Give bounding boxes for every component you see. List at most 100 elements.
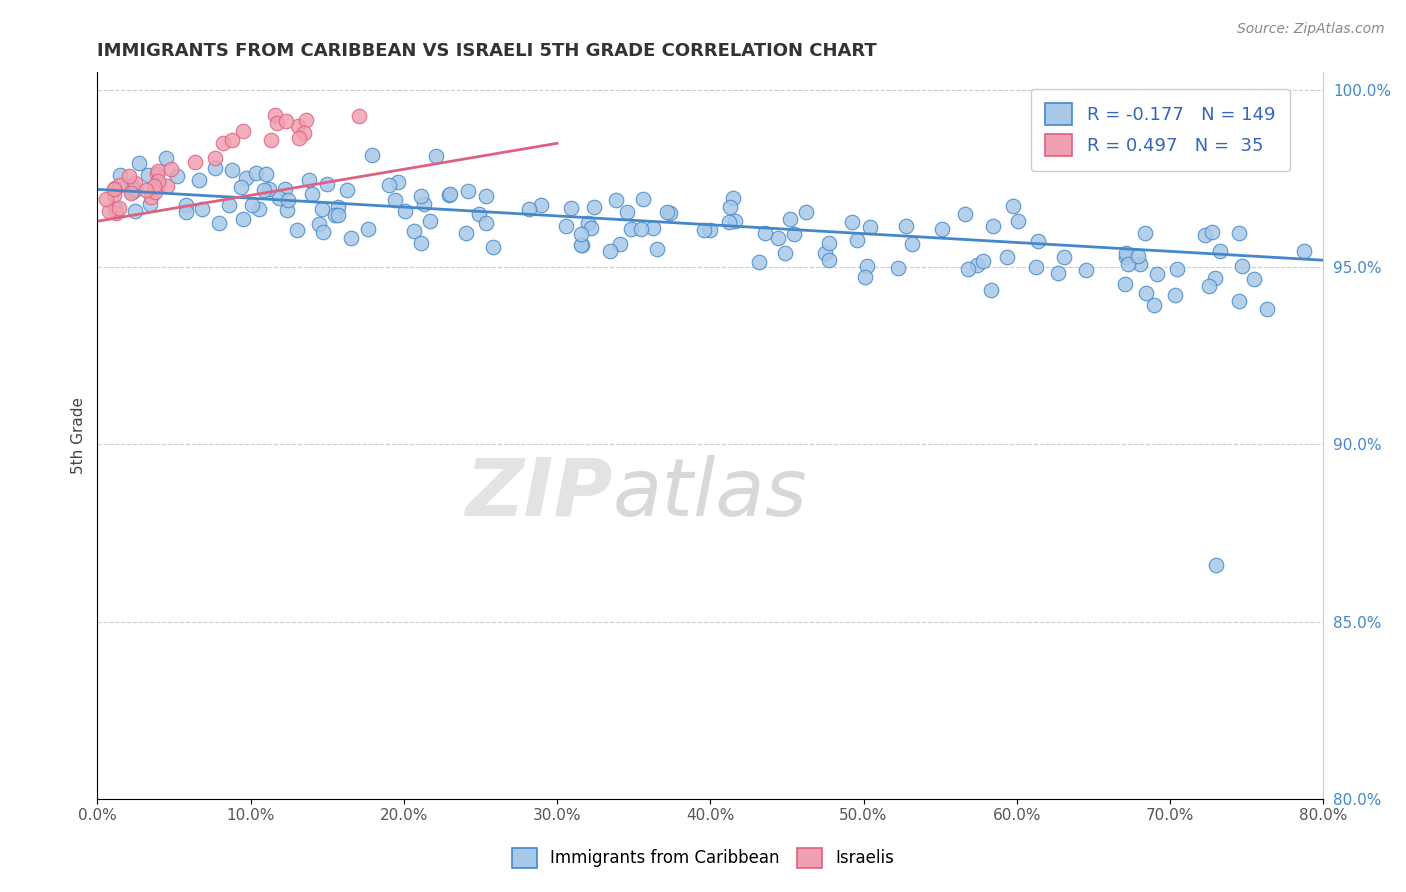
Point — [139, 189, 162, 203]
Point — [124, 176, 146, 190]
Point — [1129, 257, 1152, 271]
Point — [1028, 234, 1050, 248]
Point — [124, 184, 146, 198]
Point — [1007, 214, 1029, 228]
Point — [645, 242, 668, 256]
Point — [143, 185, 166, 199]
Point — [576, 216, 599, 230]
Point — [292, 126, 315, 140]
Point — [1227, 226, 1250, 240]
Text: IMMIGRANTS FROM CARIBBEAN VS ISRAELI 5TH GRADE CORRELATION CHART: IMMIGRANTS FROM CARIBBEAN VS ISRAELI 5TH… — [97, 42, 877, 60]
Point — [121, 185, 143, 199]
Point — [160, 161, 183, 176]
Point — [643, 221, 665, 235]
Point — [349, 109, 371, 123]
Point — [1046, 266, 1069, 280]
Point — [98, 203, 121, 218]
Point — [104, 180, 127, 194]
Point — [768, 231, 790, 245]
Point — [723, 191, 745, 205]
Point — [184, 155, 207, 169]
Point — [931, 222, 953, 236]
Point — [1115, 246, 1137, 260]
Point — [404, 224, 426, 238]
Point — [232, 124, 254, 138]
Point — [856, 259, 879, 273]
Point — [693, 223, 716, 237]
Legend: R = -0.177   N = 149, R = 0.497   N =  35: R = -0.177 N = 149, R = 0.497 N = 35 — [1031, 88, 1289, 170]
Point — [846, 233, 869, 247]
Point — [901, 237, 924, 252]
Point — [425, 149, 447, 163]
Text: ZIP: ZIP — [465, 455, 612, 533]
Point — [218, 197, 240, 211]
Point — [409, 189, 432, 203]
Point — [273, 182, 295, 196]
Point — [1146, 267, 1168, 281]
Point — [609, 236, 631, 251]
Point — [394, 204, 416, 219]
Point — [247, 202, 270, 216]
Point — [754, 226, 776, 240]
Point — [1025, 260, 1047, 275]
Point — [146, 167, 169, 181]
Point — [298, 172, 321, 186]
Point — [841, 215, 863, 229]
Point — [894, 219, 917, 233]
Point — [260, 133, 283, 147]
Point — [475, 188, 498, 202]
Point — [783, 227, 806, 241]
Point — [336, 183, 359, 197]
Point — [188, 173, 211, 187]
Point — [229, 179, 252, 194]
Point — [887, 260, 910, 275]
Point — [146, 173, 169, 187]
Point — [569, 238, 592, 252]
Point — [301, 186, 323, 201]
Point — [221, 162, 243, 177]
Point — [456, 226, 478, 240]
Point — [724, 214, 747, 228]
Point — [1205, 558, 1227, 572]
Point — [659, 205, 682, 219]
Point — [257, 182, 280, 196]
Point — [569, 227, 592, 242]
Point — [311, 202, 333, 217]
Point — [267, 191, 290, 205]
Point — [1227, 294, 1250, 309]
Legend: Immigrants from Caribbean, Israelis: Immigrants from Caribbean, Israelis — [506, 841, 900, 875]
Point — [467, 207, 489, 221]
Point — [221, 133, 243, 147]
Point — [148, 164, 170, 178]
Point — [287, 131, 309, 145]
Point — [1292, 244, 1315, 258]
Point — [1164, 288, 1187, 302]
Point — [308, 217, 330, 231]
Point — [581, 221, 603, 235]
Point — [240, 198, 263, 212]
Point — [285, 223, 308, 237]
Point — [274, 113, 297, 128]
Point — [1256, 302, 1278, 317]
Point — [794, 204, 817, 219]
Point — [605, 194, 627, 208]
Point — [413, 197, 436, 211]
Point — [859, 219, 882, 234]
Point — [409, 235, 432, 250]
Point — [818, 253, 841, 268]
Point — [156, 179, 179, 194]
Point — [1143, 298, 1166, 312]
Point — [560, 202, 582, 216]
Point — [779, 212, 801, 227]
Point — [326, 207, 349, 221]
Point — [655, 205, 678, 219]
Point — [328, 200, 350, 214]
Text: Source: ZipAtlas.com: Source: ZipAtlas.com — [1237, 22, 1385, 37]
Point — [699, 223, 721, 237]
Point — [419, 214, 441, 228]
Point — [377, 178, 399, 192]
Point — [517, 202, 540, 217]
Point — [277, 193, 299, 207]
Point — [148, 177, 170, 191]
Point — [616, 205, 638, 219]
